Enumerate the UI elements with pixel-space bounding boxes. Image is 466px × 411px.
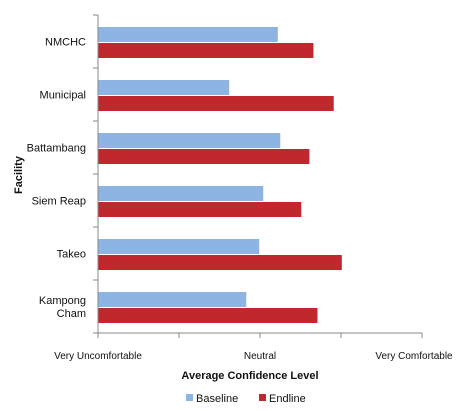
y-tick-label-line: Cham [57, 308, 86, 320]
y-tick-label-line: Takeo [57, 249, 86, 261]
axes-layer [93, 14, 423, 338]
y-tick-label: NMCHC [45, 37, 86, 49]
y-tick-label: Kampong Cham [39, 295, 86, 320]
bar-baseline-municipal [98, 80, 230, 95]
x-tick-label: Very Comfortable [375, 351, 453, 362]
y-tick-label: Takeo [57, 249, 86, 261]
bar-endline-takeo [98, 255, 342, 270]
bar-baseline-battambang [98, 133, 281, 148]
x-tick-label: Very Uncomfortable [54, 351, 142, 362]
y-tick-label: Battambang [27, 143, 86, 155]
bar-endline-nmchc [98, 43, 314, 58]
y-tick-label-line: NMCHC [45, 37, 86, 49]
y-tick-label: Municipal [40, 90, 86, 102]
bar-endline-municipal [98, 96, 334, 111]
legend-swatch-baseline [186, 394, 193, 401]
y-tick-label-line: Kampong [39, 295, 86, 307]
bar-baseline-nmchc [98, 27, 278, 42]
legend-swatch-endline [259, 394, 266, 401]
y-tick-label-line: Siem Reap [32, 196, 86, 208]
y-tick-label: Siem Reap [32, 196, 86, 208]
y-axis-title: Facility [13, 155, 25, 194]
legend-label-endline: Endline [269, 393, 306, 405]
legend-label-baseline: Baseline [196, 393, 238, 405]
bar-baseline-kampong-cham [98, 292, 247, 307]
bar-endline-siem-reap [98, 202, 302, 217]
x-axis-title: Average Confidence Level [181, 370, 318, 382]
bar-baseline-siem-reap [98, 186, 264, 201]
bar-endline-kampong-cham [98, 308, 318, 323]
y-tick-label-line: Municipal [40, 90, 86, 102]
bars-layer [98, 27, 342, 323]
labels-layer: Very Uncomfortable Neutral Very Comfortabl… [13, 37, 453, 383]
legend: Baseline Endline [186, 393, 306, 405]
bar-baseline-takeo [98, 239, 260, 254]
bar-endline-battambang [98, 149, 310, 164]
y-tick-label-line: Battambang [27, 143, 86, 155]
x-tick-label: Neutral [244, 351, 276, 362]
